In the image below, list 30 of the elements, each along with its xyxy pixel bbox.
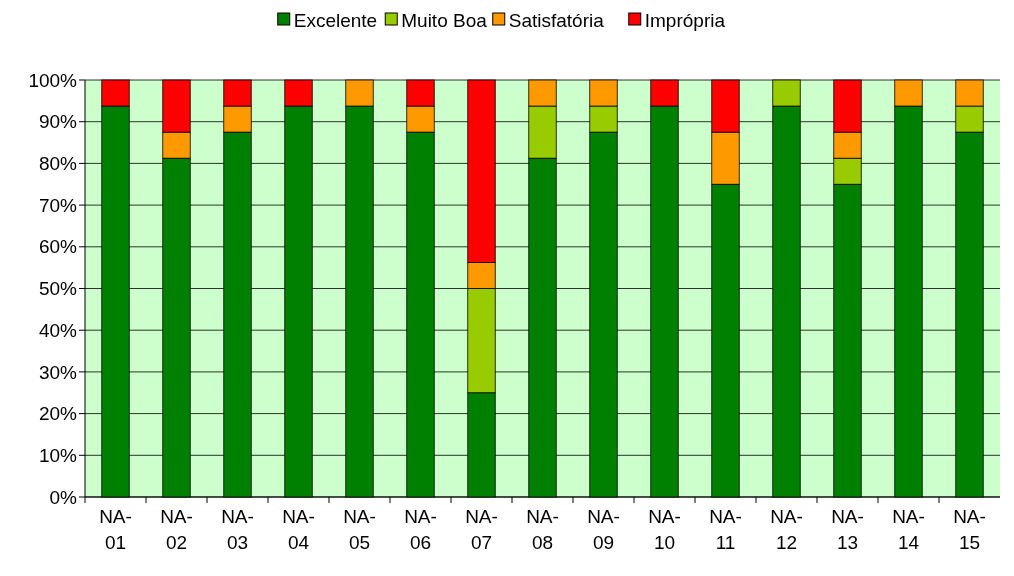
- x-tick-label: NA-07: [465, 506, 498, 553]
- x-tick-label: NA-11: [709, 506, 742, 553]
- y-tick-label: 80%: [38, 153, 78, 175]
- legend-label: Imprópria: [644, 9, 726, 31]
- x-tick-label: NA-08: [526, 506, 559, 553]
- x-tick-label: NA-14: [892, 506, 925, 553]
- legend-label: Satisfatória: [508, 9, 605, 31]
- x-tick-label: NA-06: [404, 506, 437, 553]
- y-tick-label: 30%: [38, 361, 78, 383]
- y-tick-label: 90%: [38, 111, 78, 133]
- y-tick-label: 100%: [28, 69, 78, 91]
- y-tick-label: 20%: [38, 403, 78, 425]
- x-tick-label: NA-04: [282, 506, 315, 553]
- x-tick-label: NA-10: [648, 506, 681, 553]
- x-tick-label: NA-13: [831, 506, 864, 553]
- x-tick-label: NA-01: [99, 506, 132, 553]
- legend-label: Muito Boa: [401, 9, 488, 31]
- y-tick-label: 10%: [38, 444, 78, 466]
- y-tick-label: 70%: [38, 194, 78, 216]
- x-tick-label: NA-02: [160, 506, 193, 553]
- y-tick-label: 50%: [38, 278, 78, 300]
- x-tick-label: NA-12: [770, 506, 803, 553]
- legend-label: Excelente: [293, 9, 378, 31]
- x-tick-label: NA-05: [343, 506, 376, 553]
- y-tick-label: 0%: [49, 486, 78, 508]
- y-tick-label: 60%: [38, 236, 78, 258]
- x-tick-label: NA-09: [587, 506, 620, 553]
- x-tick-label: NA-15: [953, 506, 986, 553]
- x-tick-label: NA-03: [221, 506, 254, 553]
- y-tick-label: 40%: [38, 319, 78, 341]
